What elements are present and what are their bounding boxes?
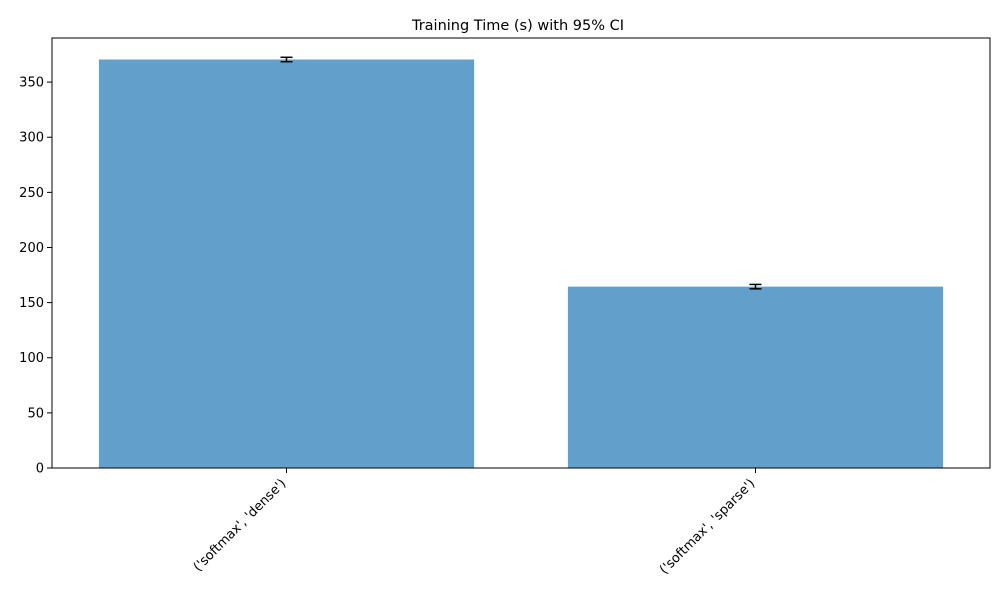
y-tick-label-3: 150 [19, 296, 44, 311]
bar-1 [567, 286, 944, 468]
bars-group [98, 59, 944, 468]
y-tick-label-6: 300 [19, 131, 44, 146]
y-tick-label-2: 100 [19, 351, 44, 366]
x-tick-label-0: ('softmax', 'dense') [191, 476, 290, 575]
y-tick-label-4: 200 [19, 241, 44, 256]
error-bars-group [280, 56, 762, 290]
chart-title: Training Time (s) with 95% CI [411, 18, 624, 34]
y-tick-label-7: 350 [19, 76, 44, 91]
x-tick-label-1: ('softmax', 'sparse') [657, 476, 758, 577]
bar-0 [98, 59, 475, 468]
y-tick-label-0: 0 [36, 462, 44, 477]
y-tick-label-5: 250 [19, 186, 44, 201]
plot-frame [51, 37, 991, 469]
y-tick-label-1: 50 [27, 406, 44, 421]
